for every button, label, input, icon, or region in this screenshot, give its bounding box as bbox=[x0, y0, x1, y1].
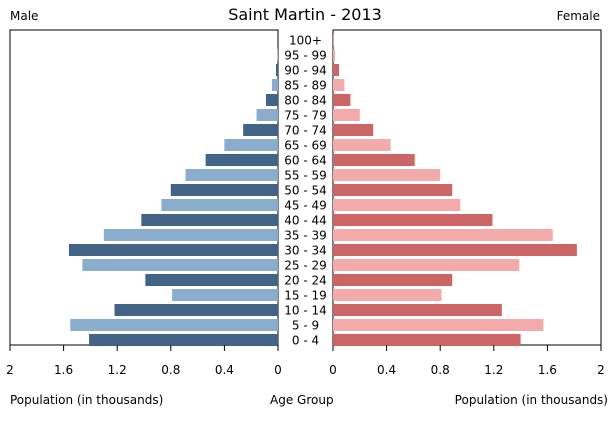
female-bar bbox=[333, 64, 340, 76]
female-bar bbox=[333, 139, 391, 151]
age-group-label: 85 - 89 bbox=[284, 79, 327, 93]
age-group-label: 60 - 64 bbox=[284, 154, 327, 168]
male-axis-tick-label: 1.6 bbox=[54, 363, 73, 377]
male-axis-tick-label: 0 bbox=[274, 363, 282, 377]
center-axis-title: Age Group bbox=[270, 393, 334, 407]
female-axis-tick-label: 2 bbox=[597, 363, 605, 377]
female-axis-tick-label: 0.4 bbox=[377, 363, 396, 377]
male-bar bbox=[185, 169, 278, 181]
female-axis-tick-label: 0 bbox=[329, 363, 337, 377]
male-bar bbox=[170, 184, 278, 196]
age-group-label: 80 - 84 bbox=[284, 94, 327, 108]
left-axis-title: Population (in thousands) bbox=[10, 393, 164, 407]
male-label: Male bbox=[10, 9, 39, 23]
right-axis-title: Population (in thousands) bbox=[454, 393, 608, 407]
male-bar bbox=[224, 139, 278, 151]
male-axis-tick-label: 0.8 bbox=[161, 363, 180, 377]
male-bar bbox=[68, 244, 279, 256]
male-bar bbox=[256, 109, 278, 121]
age-group-label: 100+ bbox=[289, 34, 322, 48]
age-group-label: 30 - 34 bbox=[284, 244, 327, 258]
female-bar bbox=[333, 274, 453, 286]
female-bar bbox=[333, 124, 374, 136]
age-group-label: 55 - 59 bbox=[284, 169, 327, 183]
female-bar bbox=[333, 289, 442, 301]
age-group-label: 25 - 29 bbox=[284, 259, 327, 273]
age-group-label: 70 - 74 bbox=[284, 124, 327, 138]
age-group-label: 10 - 14 bbox=[284, 304, 327, 318]
male-bar bbox=[89, 334, 278, 346]
female-bar bbox=[333, 94, 351, 106]
age-group-label: 0 - 4 bbox=[292, 334, 319, 348]
female-bar bbox=[333, 109, 360, 121]
age-group-label: 50 - 54 bbox=[284, 184, 327, 198]
female-bar bbox=[333, 184, 453, 196]
female-axis-tick-label: 1.2 bbox=[484, 363, 503, 377]
male-axis-tick-label: 0.4 bbox=[215, 363, 234, 377]
age-group-label: 40 - 44 bbox=[284, 214, 327, 228]
male-axis-tick-label: 2 bbox=[6, 363, 14, 377]
female-bar bbox=[333, 214, 493, 226]
age-group-label: 35 - 39 bbox=[284, 229, 327, 243]
male-bar bbox=[271, 79, 278, 91]
male-bar bbox=[141, 214, 278, 226]
female-axis-tick-label: 1.6 bbox=[538, 363, 557, 377]
age-group-label: 95 - 99 bbox=[284, 49, 327, 63]
female-bar bbox=[333, 244, 577, 256]
female-bar bbox=[333, 154, 415, 166]
male-bar bbox=[172, 289, 278, 301]
male-bar bbox=[265, 94, 278, 106]
age-group-label: 65 - 69 bbox=[284, 139, 327, 153]
age-group-label: 75 - 79 bbox=[284, 109, 327, 123]
male-bar bbox=[277, 49, 278, 61]
female-bar bbox=[333, 169, 441, 181]
chart-title: Saint Martin - 2013 bbox=[228, 5, 382, 24]
female-bar bbox=[333, 334, 521, 346]
male-bar bbox=[243, 124, 278, 136]
female-bar bbox=[333, 259, 520, 271]
male-bar bbox=[145, 274, 278, 286]
female-bar bbox=[333, 304, 502, 316]
female-bar bbox=[333, 199, 461, 211]
age-group-label: 5 - 9 bbox=[292, 319, 319, 333]
female-axis-tick-label: 0.8 bbox=[431, 363, 450, 377]
female-bar bbox=[333, 34, 334, 46]
male-bar bbox=[161, 199, 278, 211]
male-bar bbox=[205, 154, 278, 166]
male-bar bbox=[275, 64, 278, 76]
male-bar bbox=[70, 319, 278, 331]
female-bar bbox=[333, 79, 345, 91]
age-group-label: 45 - 49 bbox=[284, 199, 327, 213]
male-bar bbox=[114, 304, 279, 316]
male-axis-tick-label: 1.2 bbox=[108, 363, 127, 377]
female-bar bbox=[333, 49, 336, 61]
age-group-label: 90 - 94 bbox=[284, 64, 327, 78]
age-group-label: 20 - 24 bbox=[284, 274, 327, 288]
age-group-label: 15 - 19 bbox=[284, 289, 327, 303]
female-bar bbox=[333, 229, 553, 241]
male-bar bbox=[82, 259, 278, 271]
male-bar bbox=[103, 229, 278, 241]
female-label: Female bbox=[556, 9, 600, 23]
female-bar bbox=[333, 319, 544, 331]
